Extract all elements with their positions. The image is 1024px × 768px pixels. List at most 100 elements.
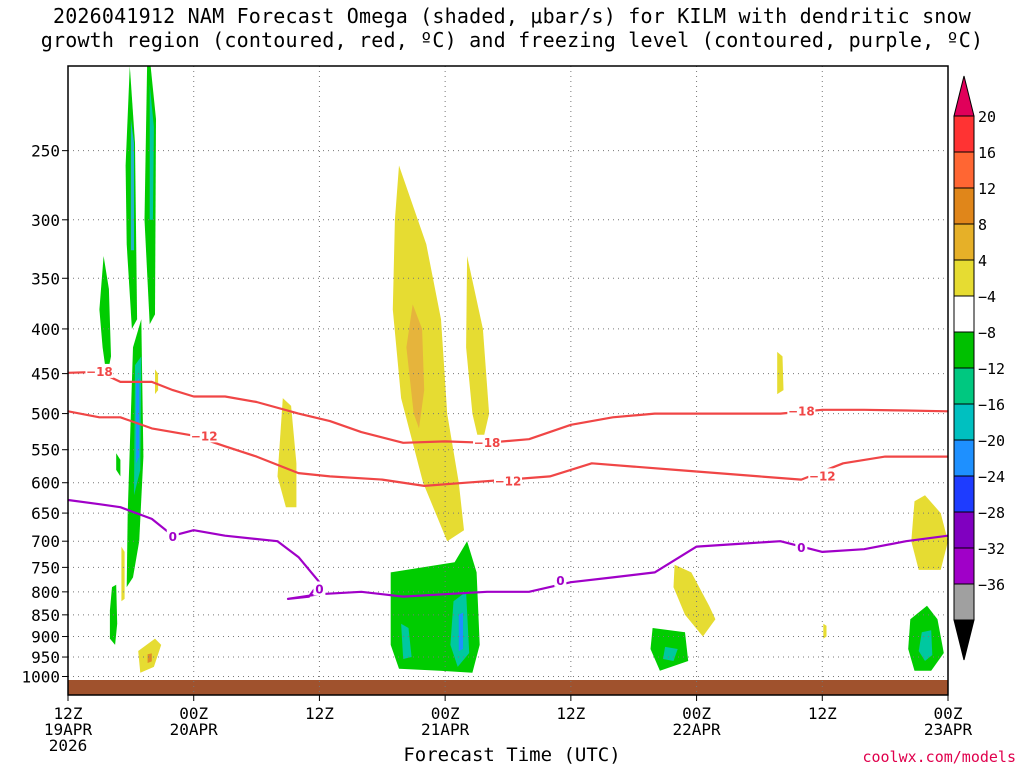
contour-label: −12 <box>809 469 836 483</box>
colorbar-swatch <box>953 223 975 261</box>
contour-label: −12 <box>495 474 522 488</box>
colorbar-label: 16 <box>978 144 996 162</box>
credit-link[interactable]: coolwx.com/models <box>862 748 1016 766</box>
contour-label-bg <box>554 572 567 587</box>
omega-region-gold <box>406 304 425 429</box>
omega-region-yellow <box>777 351 784 395</box>
x-tick-label: 12Z <box>808 704 837 723</box>
omega-region-green <box>99 256 111 378</box>
contour-label-bg <box>808 468 837 483</box>
x-tick-label: 12Z <box>305 704 334 723</box>
x-tick-label: 12Z <box>54 704 83 723</box>
y-tick-label: 700 <box>31 532 60 551</box>
contour-label-bg <box>166 528 179 543</box>
y-tick-label: 400 <box>31 320 60 339</box>
x-tick-label: 00Z <box>431 704 460 723</box>
contour-label: −18 <box>474 436 501 450</box>
colorbar-swatch <box>953 511 975 549</box>
colorbar-label: −32 <box>978 540 1005 558</box>
omega-region-yellow <box>392 165 464 542</box>
omega-region-teal <box>663 646 678 661</box>
colorbar-swatch <box>953 115 975 153</box>
contour-label: 0 <box>169 530 177 544</box>
chart-title-line1: 2026041912 NAM Forecast Omega (shaded, μ… <box>52 4 972 28</box>
y-tick-label: 650 <box>31 504 60 523</box>
omega-region-green <box>116 453 121 477</box>
contour-label: 0 <box>797 541 805 555</box>
contour-label: −18 <box>86 365 113 379</box>
omega-region-blue <box>136 377 140 464</box>
y-tick-label: 450 <box>31 365 60 384</box>
y-tick-label: 250 <box>31 142 60 161</box>
x-tick-label: 21APR <box>421 720 470 739</box>
y-tick-label: 750 <box>31 558 60 577</box>
plot-frame <box>67 65 949 696</box>
colorbar-swatch <box>953 151 975 189</box>
colorbar-label: 4 <box>978 252 987 270</box>
y-tick-label: 500 <box>31 405 60 424</box>
x-tick-label: 12Z <box>556 704 585 723</box>
omega-region-teal <box>918 630 933 661</box>
contour-label: −12 <box>191 429 218 443</box>
colorbar-bottom-arrow <box>953 619 975 661</box>
omega-region-yellow <box>277 398 297 508</box>
y-tick-label: 900 <box>31 628 60 647</box>
x-tick-label: 2026 <box>49 736 88 755</box>
x-axis-label: Forecast Time (UTC) <box>403 744 621 766</box>
y-tick-label: 950 <box>31 648 60 667</box>
x-tick-label: 00Z <box>682 704 711 723</box>
colorbar-swatch <box>953 367 975 405</box>
grid-lines <box>68 66 948 695</box>
colorbar-label: 8 <box>978 216 987 234</box>
contour-label-bg <box>85 363 114 378</box>
omega-region-yellow <box>911 495 948 570</box>
colorbar: 20 16 12 8 4 −4 −8 −12 −16 −20 −24 −28 −32 −36 <box>953 75 1005 661</box>
colorbar-label: −4 <box>978 288 996 306</box>
contour-label-bg <box>494 473 522 488</box>
contour-label-bg <box>313 581 326 596</box>
omega-region-yellow <box>155 369 159 395</box>
omega-region-orange <box>147 653 152 663</box>
y-tick-label: 800 <box>31 583 60 602</box>
contour-label: 0 <box>556 574 564 588</box>
colorbar-label: 12 <box>978 180 996 198</box>
contour-line <box>68 370 948 444</box>
omega-region-blue <box>458 612 463 651</box>
omega-region-teal <box>401 623 412 659</box>
x-tick-label: 22APR <box>672 720 721 739</box>
colorbar-label: 20 <box>978 108 996 126</box>
colorbar-label: −36 <box>978 576 1005 594</box>
omega-region-yellow <box>121 546 125 602</box>
temperature-contours: −18 −18 −18 −12 −12 −12 0 0 0 0 <box>68 363 948 600</box>
contour-label-bg <box>787 403 816 418</box>
colorbar-swatch <box>953 547 975 585</box>
colorbar-label: −24 <box>978 468 1005 486</box>
colorbar-swatch <box>953 187 975 225</box>
x-tick-label: 00Z <box>934 704 963 723</box>
x-tick-label: 00Z <box>179 704 208 723</box>
colorbar-swatch <box>953 439 975 477</box>
y-tick-label: 350 <box>31 269 60 288</box>
omega-region-yellow <box>466 256 490 450</box>
omega-shading <box>99 66 948 673</box>
colorbar-swatch <box>953 331 975 369</box>
chart-title-line2: growth region (contoured, red, ºC) and f… <box>40 28 984 52</box>
contour-label-bg <box>795 540 808 555</box>
colorbar-top-arrow <box>953 75 975 117</box>
y-axis-ticks: 250 300 350 400 450 500 550 600 650 700 750 800 850 9… <box>21 142 68 686</box>
contour-line <box>68 498 948 600</box>
y-tick-label: 850 <box>31 606 60 625</box>
omega-region-teal <box>149 84 154 220</box>
colorbar-label: −20 <box>978 432 1005 450</box>
ground-strip <box>68 680 948 695</box>
colorbar-label: −28 <box>978 504 1005 522</box>
colorbar-swatch <box>953 295 975 333</box>
omega-region-cyan <box>130 119 134 251</box>
omega-region-yellow <box>673 564 716 637</box>
y-tick-label: 1000 <box>21 667 60 686</box>
x-tick-label: 20APR <box>170 720 219 739</box>
colorbar-label: −16 <box>978 396 1005 414</box>
contour-label-bg <box>190 428 219 443</box>
